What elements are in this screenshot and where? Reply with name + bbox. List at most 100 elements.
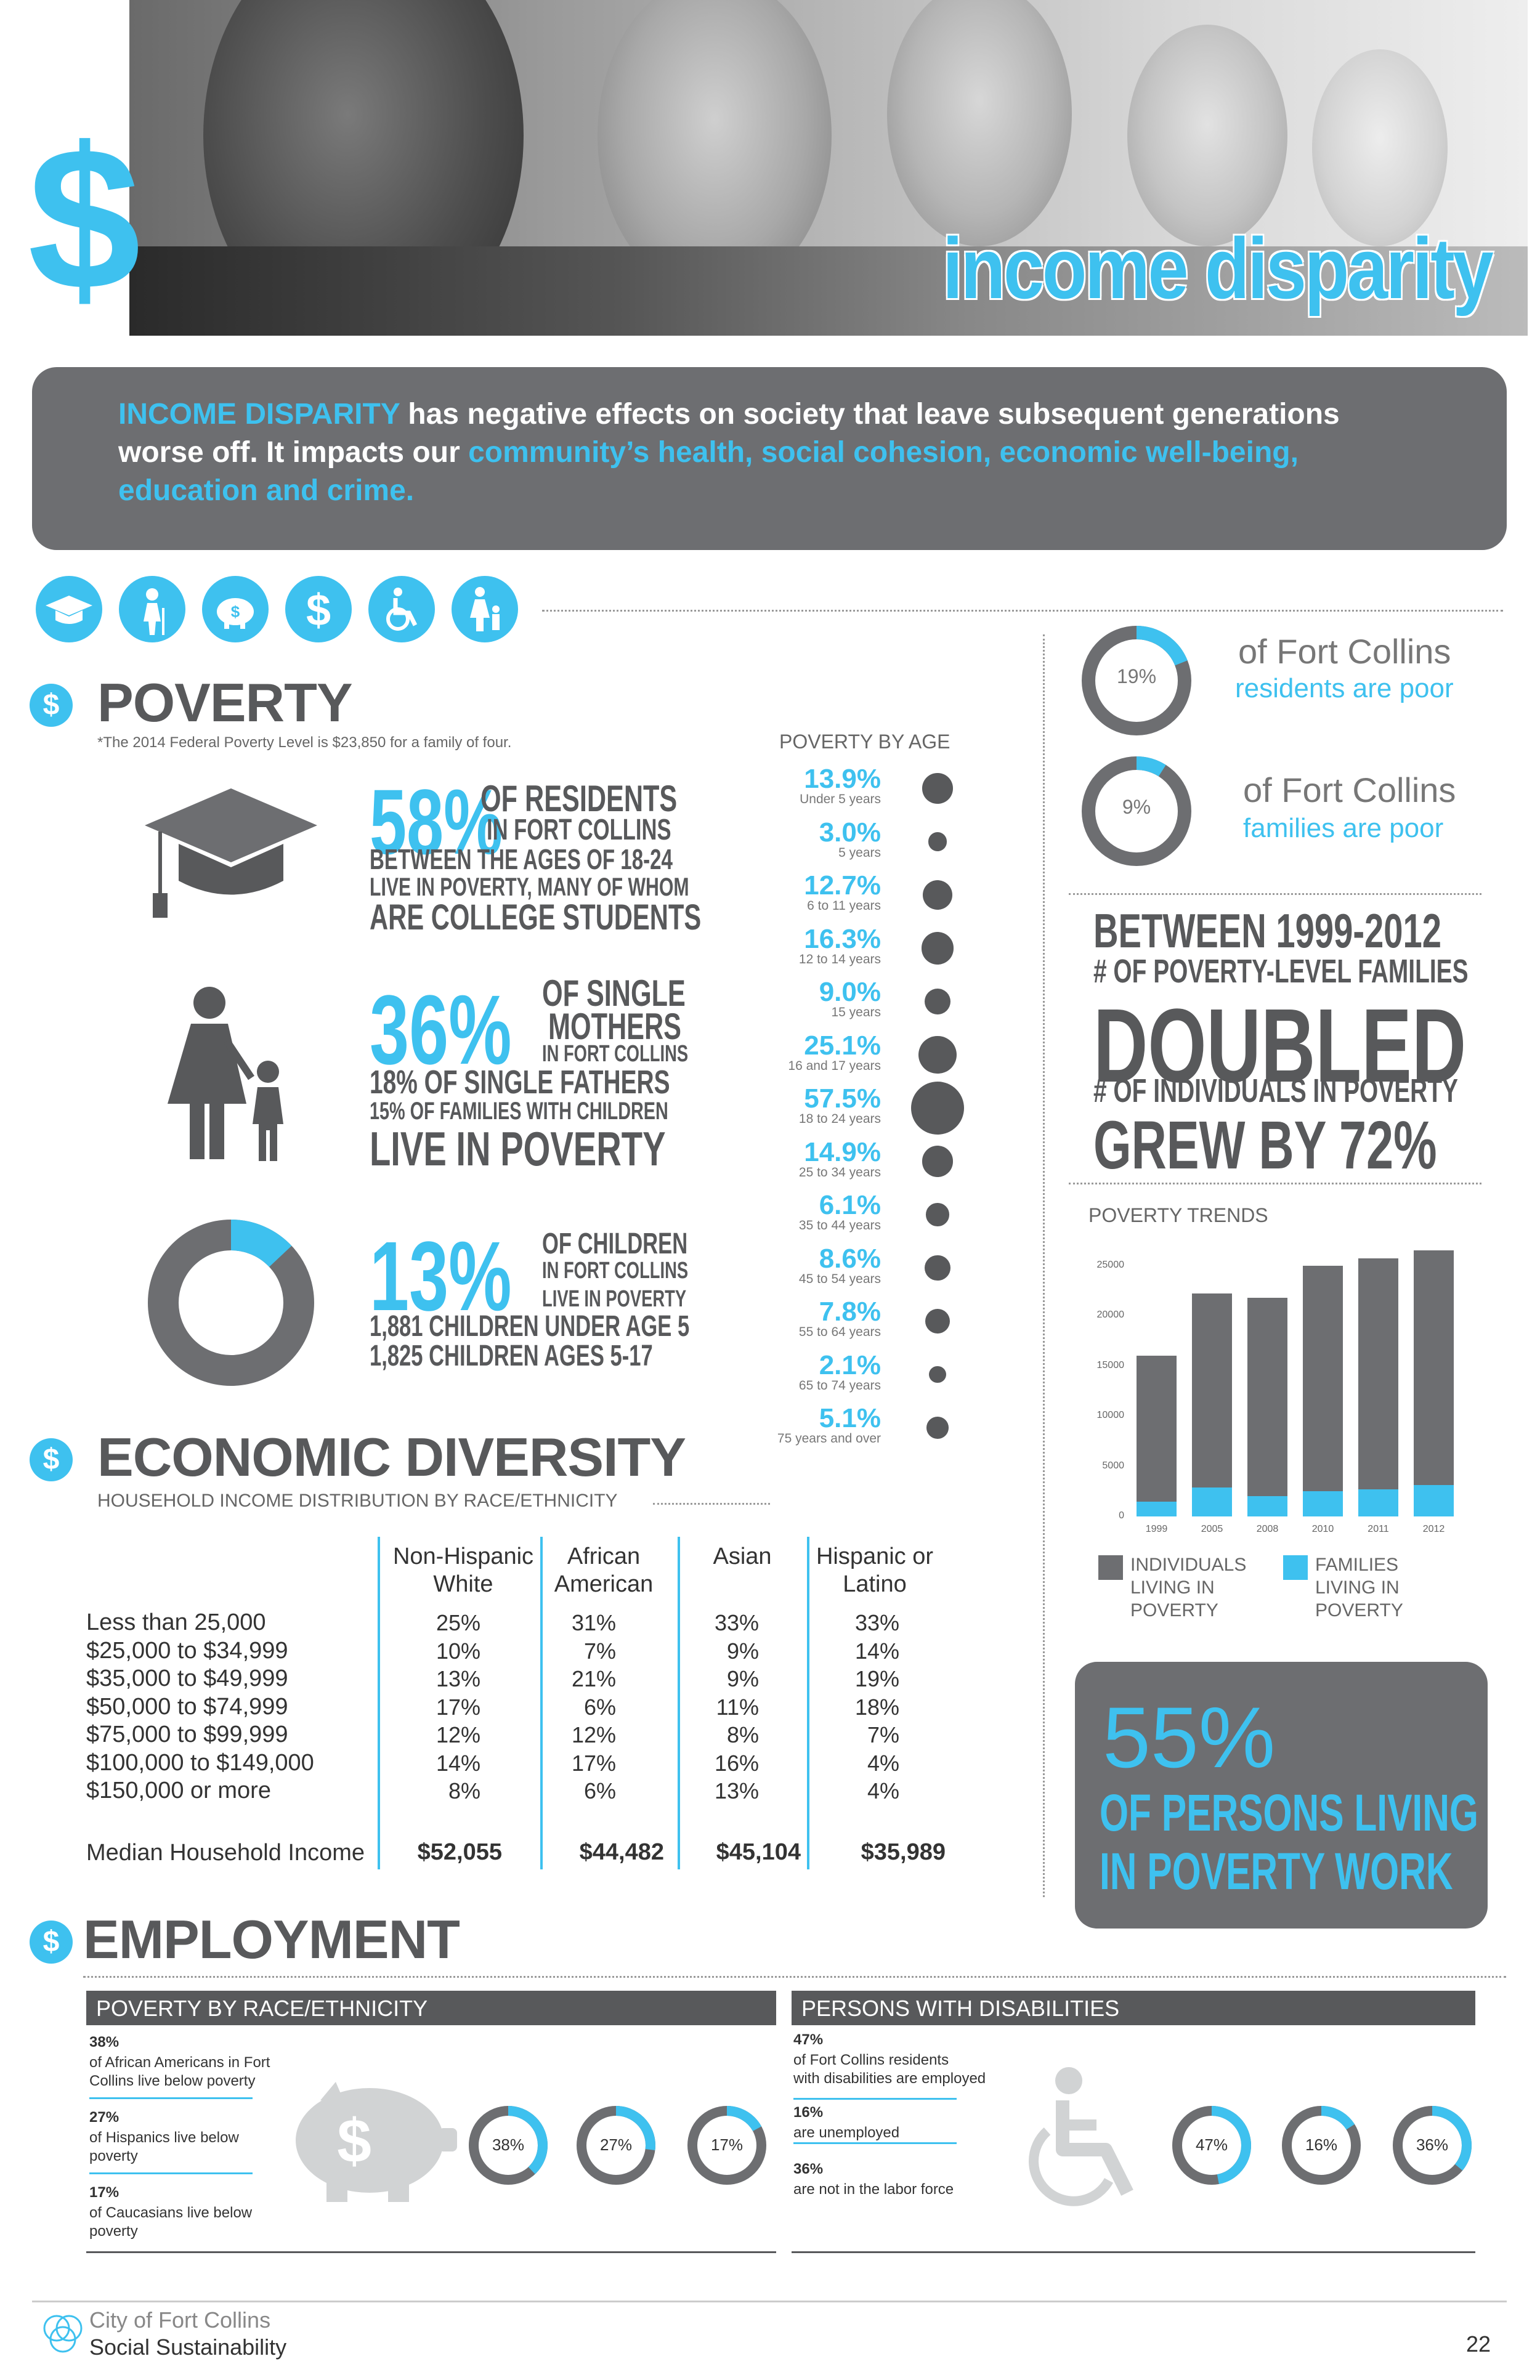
intro-highlight-1: INCOME DISPARITY	[118, 398, 400, 431]
xtick-2008: 2008	[1256, 1524, 1279, 1534]
cell-6-0: 8%	[448, 1778, 480, 1803]
poverty-b1-l5: ARE COLLEGE STUDENTS	[370, 897, 702, 937]
cell-3-0: 17%	[436, 1694, 480, 1720]
mother-child-icon	[452, 576, 518, 642]
cell-6-2: 13%	[714, 1778, 759, 1803]
race-pct-2: 17%	[89, 2184, 120, 2201]
graduation-cap-icon	[36, 576, 102, 642]
ring2-line1: of Fort Collins	[1243, 771, 1456, 809]
race-rule-1	[89, 2172, 253, 2174]
disabilities-header: PERSONS WITH DISABILITIES	[792, 1991, 1475, 2025]
age-pct-1: 3.0%	[819, 817, 881, 848]
age-label-4: 15 years	[831, 1005, 881, 1019]
row-label-1: $25,000 to $34,999	[86, 1637, 288, 1664]
intro-highlight-2: community’s health, social cohesion, eco…	[118, 436, 1299, 507]
age-label-5: 16 and 17 years	[788, 1058, 881, 1073]
svg-text:$: $	[306, 586, 331, 635]
doubled-line2: # OF POVERTY-LEVEL FAMILIES	[1093, 953, 1469, 990]
bar-individuals-1999	[1137, 1356, 1177, 1516]
median-value-0: $52,055	[417, 1839, 502, 1865]
bar-individuals-2005	[1192, 1293, 1232, 1516]
poverty-title: POVERTY	[97, 672, 353, 733]
row-label-2: $35,000 to $49,999	[86, 1666, 288, 1691]
race-ring-2	[687, 2106, 766, 2185]
legend-families-l1: FAMILIES	[1315, 1555, 1399, 1575]
cell-2-1: 21%	[571, 1666, 616, 1691]
poverty-b2-l4: 18% OF SINGLE FATHERS	[370, 1064, 670, 1101]
age-pct-2: 12.7%	[804, 870, 881, 901]
ytick-0: 0	[1119, 1510, 1124, 1521]
poverty-b3-l5: 1,825 CHILDREN AGES 5-17	[370, 1340, 653, 1372]
cell-0-2: 33%	[714, 1610, 759, 1635]
col-header-0-l1: Non-Hispanic	[392, 1544, 534, 1569]
ytick-2: 10000	[1096, 1410, 1125, 1421]
poverty-b1-l4: LIVE IN POVERTY, MANY OF WHOM	[370, 872, 689, 901]
cell-4-1: 12%	[571, 1722, 616, 1747]
ytick-4: 20000	[1096, 1309, 1125, 1321]
legend-families-l3: POVERTY	[1315, 1600, 1403, 1621]
age-dot-12	[926, 1417, 949, 1439]
cell-4-3: 7%	[867, 1722, 899, 1747]
race-ring-0-label: 38%	[492, 2135, 525, 2154]
children-poverty-donut	[148, 1220, 314, 1386]
race-ring-1	[577, 2106, 655, 2185]
age-dot-0	[922, 773, 953, 804]
xtick-1999: 1999	[1145, 1524, 1168, 1534]
work-box	[1075, 1662, 1488, 1929]
dis-ring-0-label: 47%	[1195, 2135, 1228, 2154]
employment-title: EMPLOYMENT	[83, 1909, 460, 1970]
dis-text1-0: of Fort Collins residents	[793, 2052, 949, 2068]
piggy-bank-illustration: $	[296, 2082, 457, 2202]
wheelchair-icon	[368, 576, 435, 642]
cell-2-0: 13%	[436, 1666, 480, 1691]
ring-arc	[1082, 626, 1191, 735]
svg-text:$: $	[231, 602, 240, 621]
race-text2-0: Collins live below poverty	[89, 2073, 256, 2089]
ring-residents-label: 19%	[1116, 665, 1157, 687]
ring-residents-poor	[1082, 626, 1191, 735]
legend-families-swatch	[1283, 1555, 1308, 1580]
dis-ring-2-arc	[1393, 2106, 1472, 2185]
dis-ring-2-label: 36%	[1416, 2135, 1449, 2154]
economic-diversity-subtitle: HOUSEHOLD INCOME DISTRIBUTION BY RACE/ET…	[97, 1491, 618, 1511]
dis-text1-1: are unemployed	[793, 2124, 900, 2141]
city-logo-icon	[43, 2315, 83, 2353]
race-text1-1: of Hispanics live below	[89, 2129, 239, 2146]
poverty-b2-l3: IN FORT COLLINS	[542, 1041, 689, 1067]
poverty-footnote: *The 2014 Federal Poverty Level is $23,8…	[97, 734, 512, 751]
age-label-8: 35 to 44 years	[798, 1218, 881, 1232]
legend-individuals-l2: LIVING IN	[1130, 1577, 1215, 1598]
dis-rule-0	[793, 2098, 957, 2100]
age-label-3: 12 to 14 years	[798, 952, 881, 966]
cell-6-3: 4%	[867, 1778, 899, 1803]
col-header-1-l1: African	[567, 1544, 641, 1569]
ring2-line2: families are poor	[1243, 813, 1444, 843]
poverty-b3-l4: 1,881 CHILDREN UNDER AGE 5	[370, 1310, 690, 1343]
age-pct-7: 14.9%	[804, 1136, 881, 1167]
cell-5-3: 4%	[867, 1750, 899, 1776]
dis-ring-2	[1393, 2106, 1472, 2185]
row-label-4: $75,000 to $99,999	[86, 1722, 288, 1747]
race-text1-2: of Caucasians live below	[89, 2204, 253, 2221]
race-header: POVERTY BY RACE/ETHNICITY	[86, 1991, 776, 2025]
row-label-3: $50,000 to $74,999	[86, 1693, 288, 1720]
age-pct-8: 6.1%	[819, 1190, 881, 1220]
ytick-5: 25000	[1096, 1259, 1125, 1270]
age-pct-9: 8.6%	[819, 1243, 881, 1274]
ytick-1: 5000	[1102, 1460, 1124, 1471]
wheelchair-illustration	[1029, 2067, 1133, 2206]
race-bottom-rule	[86, 2251, 776, 2253]
ring-arc	[1082, 756, 1191, 866]
cell-5-0: 14%	[436, 1750, 480, 1776]
economic-diversity-icon: $	[30, 1438, 73, 1481]
ring-families-label: 9%	[1122, 796, 1151, 818]
dis-ring-0	[1172, 2106, 1251, 2185]
cell-3-1: 6%	[583, 1694, 616, 1720]
cell-0-1: 31%	[571, 1610, 616, 1635]
ring-families-poor	[1082, 756, 1191, 866]
row-label-0: Less than 25,000	[86, 1609, 266, 1635]
chart-title: POVERTY TRENDS	[1088, 1204, 1268, 1226]
dis-pct-1: 16%	[793, 2104, 824, 2121]
poverty-36-pct: 36%	[370, 974, 512, 1085]
cell-0-3: 33%	[854, 1610, 899, 1635]
